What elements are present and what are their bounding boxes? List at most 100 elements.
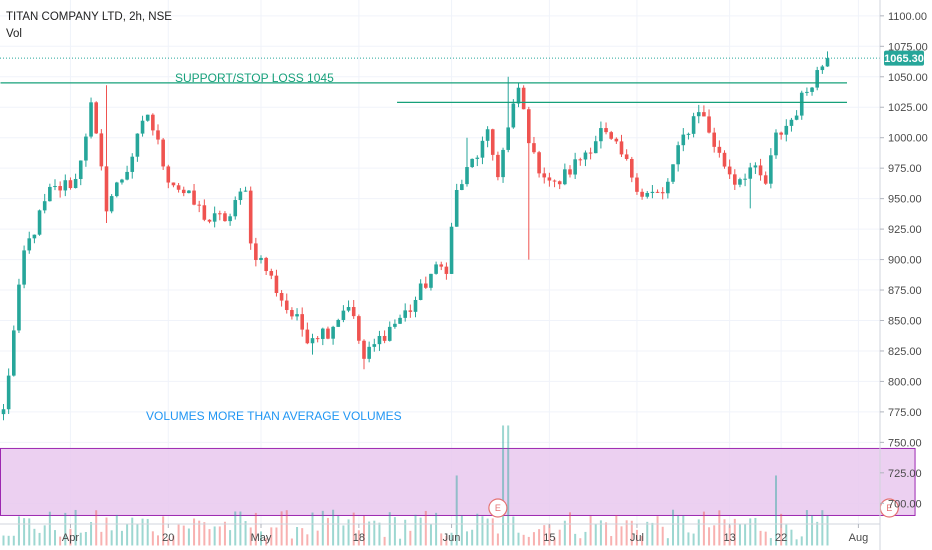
candle-body	[295, 314, 299, 317]
candle	[758, 158, 763, 181]
candle	[259, 255, 263, 264]
volume-bar	[157, 535, 159, 546]
candle-body	[573, 159, 577, 175]
candle	[563, 163, 567, 186]
volume-bar	[651, 522, 654, 546]
candle-body	[588, 152, 593, 154]
candle	[22, 245, 26, 289]
candle	[460, 179, 464, 191]
volume-bar	[455, 475, 458, 546]
volume-bar	[759, 530, 762, 546]
volume-bar	[563, 520, 566, 546]
volume-bar	[84, 531, 87, 546]
volume-bar	[656, 516, 659, 546]
volume-bar	[795, 539, 798, 546]
candle	[794, 110, 799, 121]
candle-body	[532, 143, 536, 153]
volume-bar	[697, 519, 700, 546]
volume-bar	[218, 526, 221, 546]
volume-bar	[800, 536, 803, 546]
earnings-label: E	[495, 503, 501, 513]
volume-bar	[357, 530, 360, 546]
volume-bar	[105, 517, 108, 546]
candle-body	[696, 112, 701, 117]
candle	[192, 183, 196, 206]
candle-body	[691, 116, 696, 134]
candle-body	[42, 201, 47, 211]
candle-body	[135, 133, 140, 157]
candle	[763, 171, 768, 185]
candle	[630, 156, 634, 183]
volume-bar	[90, 522, 93, 546]
candle	[588, 147, 593, 160]
candle	[635, 173, 639, 195]
candle	[722, 150, 727, 169]
candle	[825, 51, 830, 67]
volume-bar	[708, 527, 711, 546]
volume-bar	[769, 538, 772, 546]
volume-bar	[409, 530, 412, 546]
candle-body	[769, 155, 773, 184]
volume-bar	[635, 529, 638, 546]
candle-body	[635, 177, 639, 192]
candle	[424, 276, 428, 289]
candle-body	[439, 264, 444, 267]
price-tick-label: 1000.00	[888, 133, 928, 145]
candle-body	[207, 219, 212, 222]
candle	[6, 368, 11, 414]
candle-body	[78, 160, 83, 179]
candle	[398, 314, 402, 325]
candle-body	[243, 190, 248, 192]
candle	[125, 165, 129, 181]
candle	[789, 117, 794, 132]
candle-body	[650, 191, 655, 193]
volume-bar	[141, 518, 144, 546]
candle-body	[305, 329, 310, 344]
volume-bar	[100, 531, 103, 546]
candle-body	[37, 210, 42, 235]
candle-body	[727, 166, 732, 175]
candle-body	[181, 189, 186, 194]
candle	[357, 314, 361, 344]
candle-body	[68, 180, 73, 189]
candle	[99, 129, 104, 171]
candle	[810, 86, 814, 96]
candle	[202, 199, 207, 222]
candle	[53, 179, 57, 191]
candle	[429, 273, 433, 291]
candle	[413, 296, 418, 318]
candle-body	[223, 213, 227, 222]
candle	[619, 134, 624, 158]
candle	[130, 153, 135, 179]
candle	[748, 162, 753, 209]
volume-bar	[610, 536, 613, 546]
candle-body	[290, 310, 294, 317]
candle-body	[609, 132, 613, 139]
candle-body	[676, 145, 680, 165]
volume-bar	[17, 516, 20, 546]
volume-bar	[311, 512, 314, 546]
volume-bar	[378, 522, 381, 546]
candle-body	[475, 157, 480, 159]
candle	[743, 173, 747, 187]
volume-bar	[280, 511, 283, 546]
volume-bar	[239, 511, 242, 546]
candle	[78, 160, 83, 186]
candle	[681, 128, 686, 152]
volume-bar	[383, 536, 386, 546]
candle	[439, 261, 444, 271]
volume-bar	[23, 518, 26, 546]
volume-bar	[589, 516, 592, 546]
candle-body	[799, 92, 804, 116]
candle-body	[1, 409, 6, 415]
candle	[702, 105, 706, 117]
volume-bar	[285, 510, 288, 546]
candle	[212, 206, 217, 228]
volume-bar	[677, 515, 680, 546]
candle	[774, 129, 778, 159]
candle	[614, 137, 619, 144]
candle-body	[557, 181, 562, 185]
candle-body	[460, 184, 464, 190]
candle	[578, 157, 583, 166]
